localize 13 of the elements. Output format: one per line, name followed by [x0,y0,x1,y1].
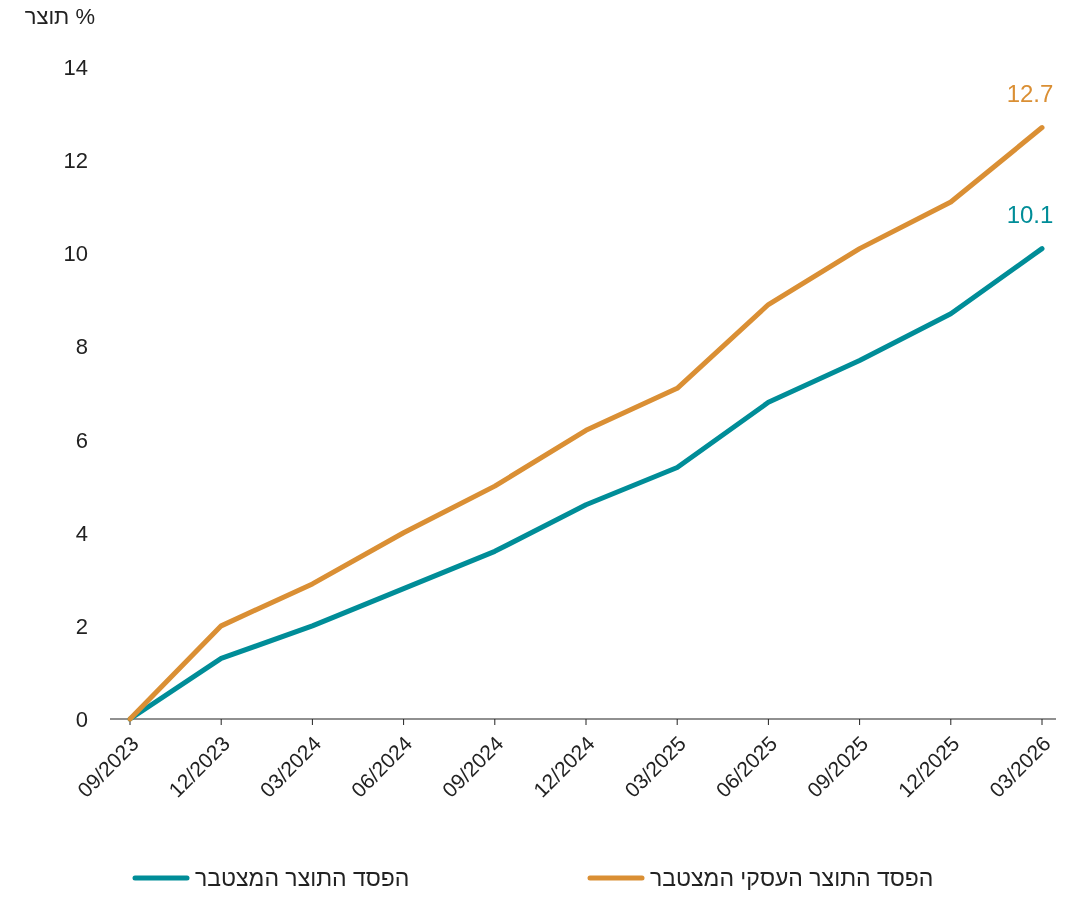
y-tick-label: 10 [63,241,88,267]
y-axis-title: % תוצר [24,4,95,29]
y-tick-label: 0 [75,707,88,732]
y-tick-label: 12 [63,148,88,174]
y-tick-label: 14 [63,55,88,80]
legend-label: הפסד התוצר העסקי המצטבר [650,865,934,891]
y-tick-label: 4 [75,520,88,546]
y-tick-label: 8 [75,334,88,360]
data-label: 10.1 [1006,200,1054,228]
y-tick-label: 6 [75,427,88,453]
y-tick-label: 2 [75,613,88,639]
legend-label: הפסד התוצר המצטבר [195,865,410,891]
data-label: 12.7 [1006,79,1054,107]
